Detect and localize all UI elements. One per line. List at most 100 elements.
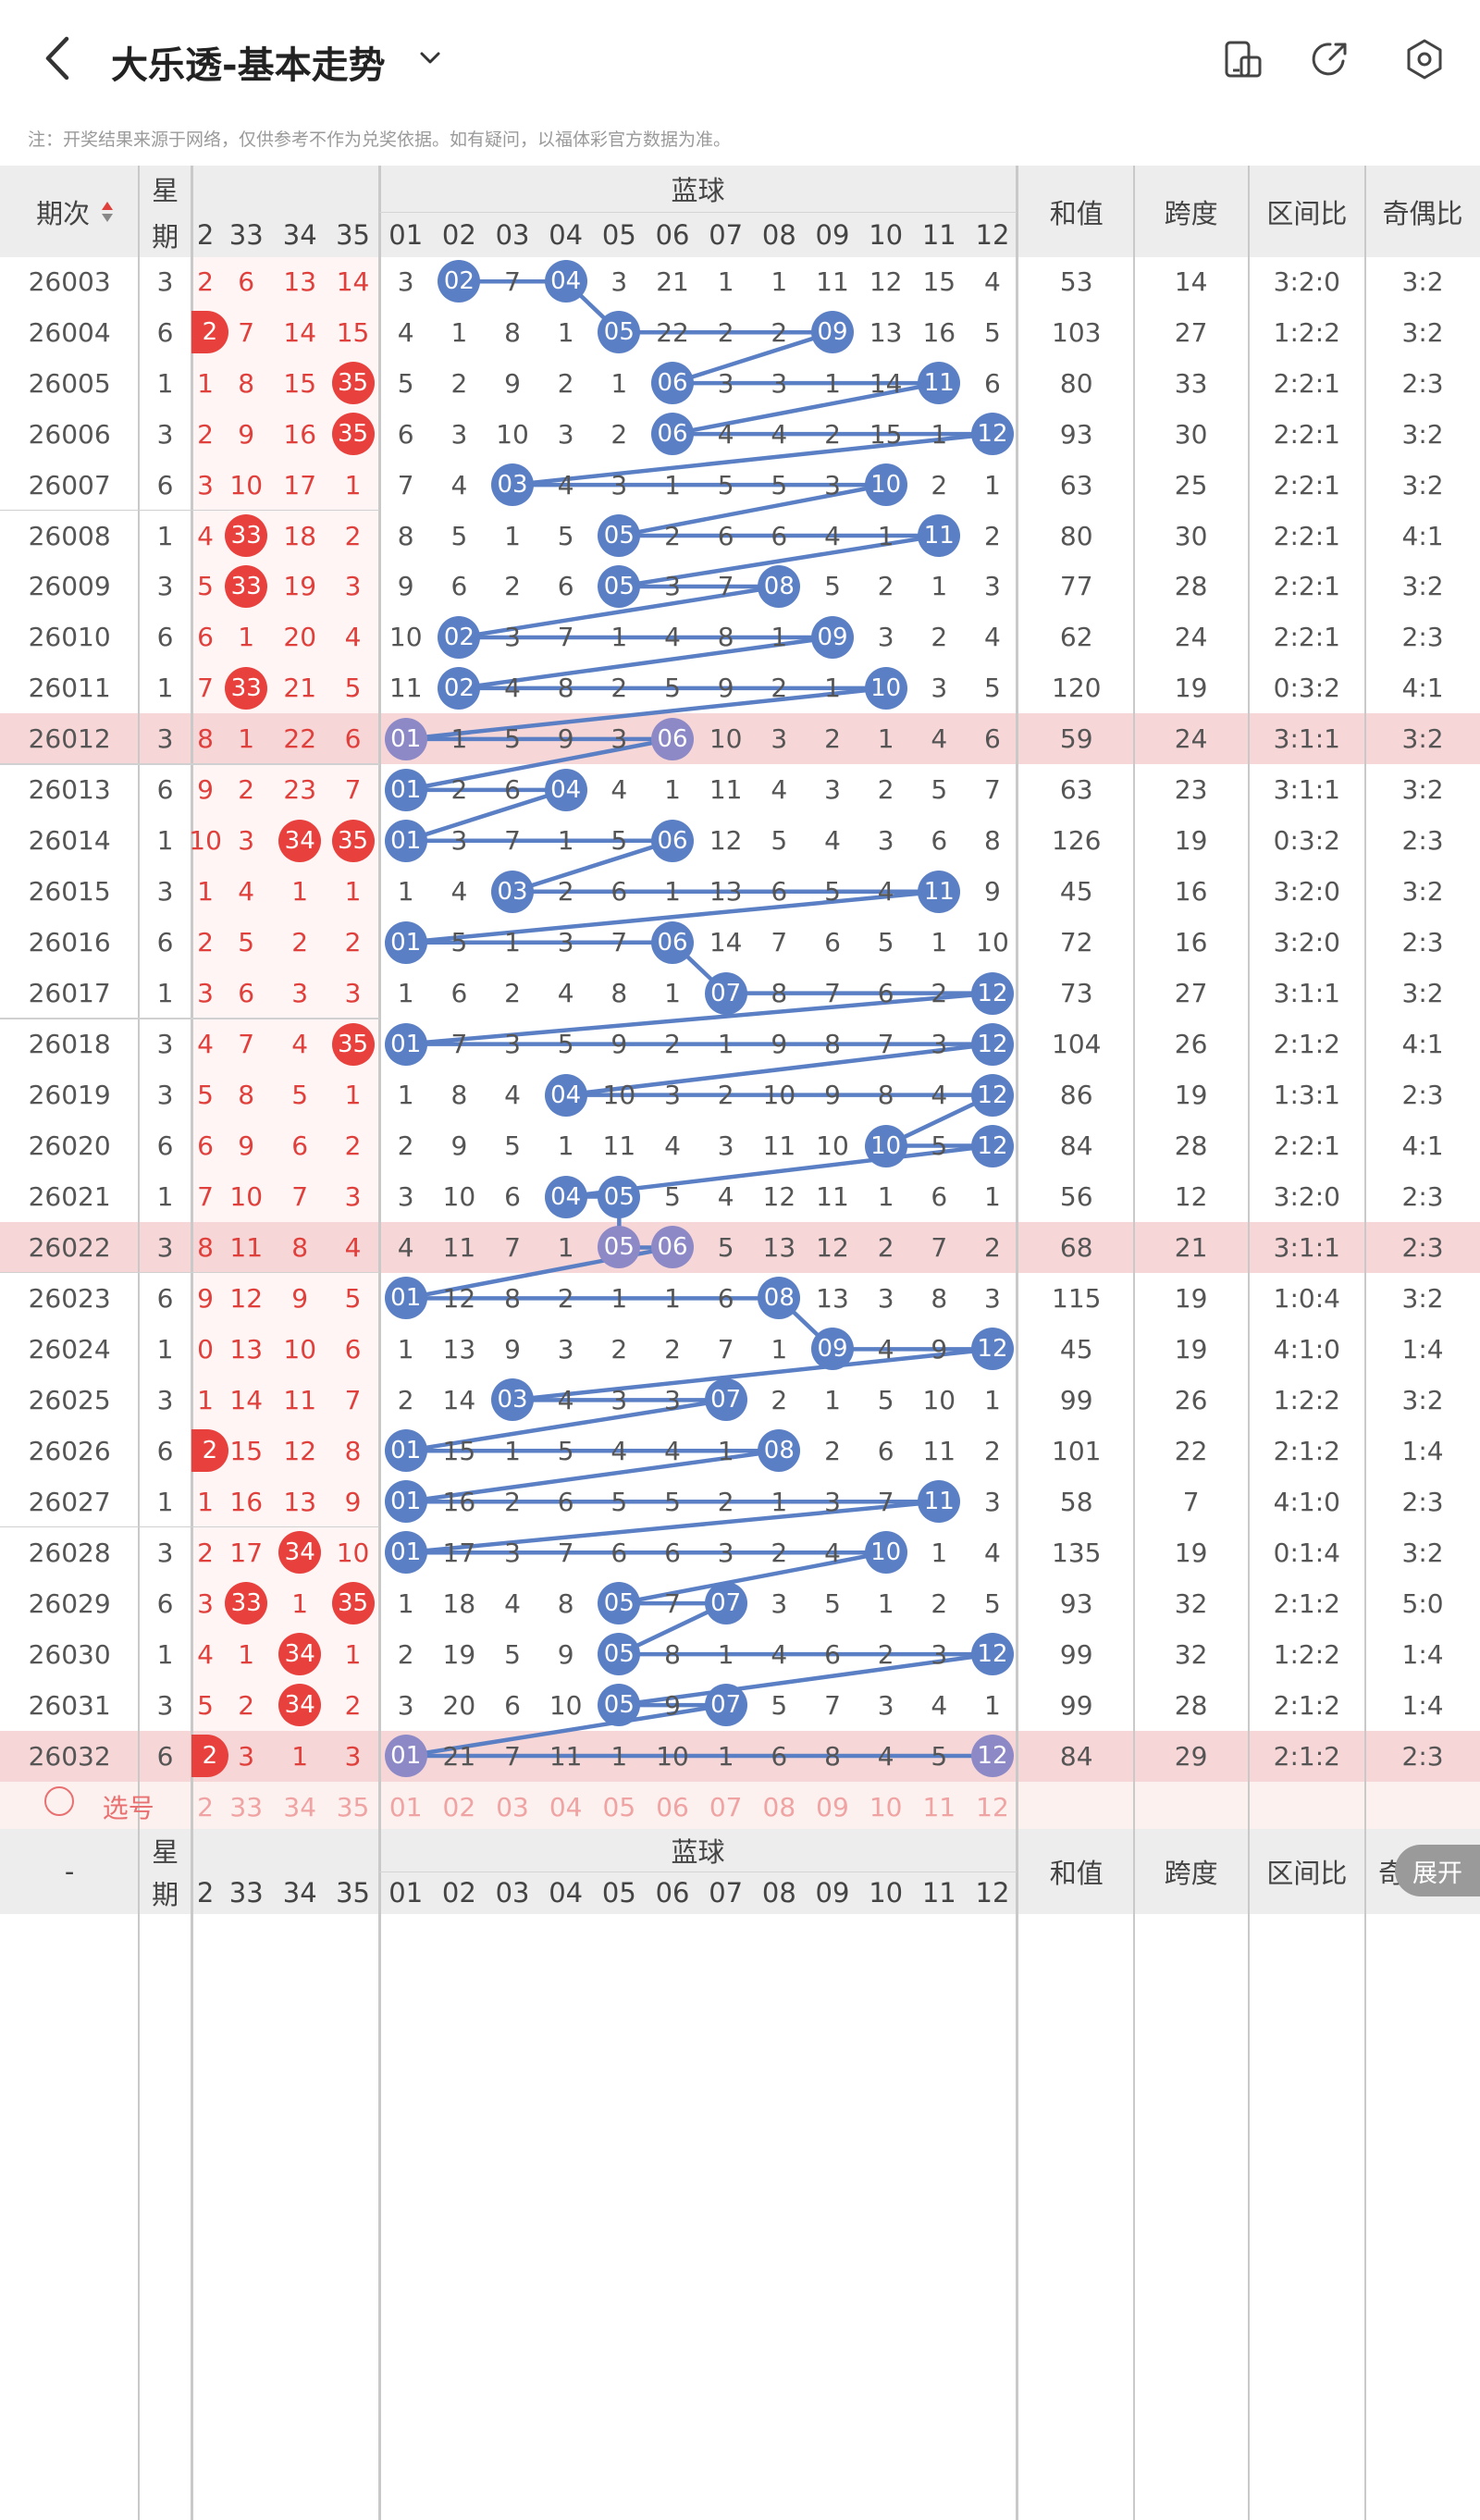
select-label[interactable]: 选号 — [102, 1793, 154, 1823]
front-cell: 4 — [197, 1029, 214, 1060]
blue-miss-cell: 1 — [771, 1486, 788, 1517]
select-blue-col[interactable]: 06 — [656, 1791, 689, 1822]
chevron-down-icon[interactable] — [414, 43, 446, 74]
zone-ratio-cell: 2:2:1 — [1273, 571, 1340, 602]
blue-miss-cell: 2 — [877, 1638, 894, 1670]
front-cell: 15 — [283, 367, 317, 399]
select-blue-col[interactable]: 04 — [549, 1791, 583, 1822]
select-front-col[interactable]: 33 — [229, 1791, 264, 1822]
blue-miss-cell: 7 — [717, 1333, 734, 1365]
blue-hit-ball: 10 — [864, 1124, 907, 1167]
blue-col-header: 06 — [655, 218, 690, 251]
blue-miss-cell: 4 — [824, 1537, 841, 1568]
select-radio-icon[interactable] — [44, 1786, 74, 1816]
blue-miss-cell: 3 — [877, 1282, 894, 1314]
week-cell: 1 — [156, 1180, 174, 1212]
front-cell: 1 — [238, 622, 255, 653]
front-cell: 17 — [229, 1537, 264, 1568]
week-cell: 3 — [156, 1231, 174, 1263]
front-hit-ball: 2 — [191, 1735, 228, 1778]
blue-hit-ball: 01 — [384, 1531, 427, 1575]
span-cell: 33 — [1174, 367, 1208, 399]
select-blue-col[interactable]: 03 — [496, 1791, 529, 1822]
blue-miss-cell: 8 — [984, 825, 1001, 857]
issue-header[interactable]: 期次 — [36, 197, 91, 229]
share-icon[interactable] — [1308, 37, 1352, 81]
sort-icon[interactable] — [101, 198, 114, 226]
top-bar: 大乐透-基本走势 注：开奖结果来源于网络，仅供参考不作为兑奖依据。如有疑问，以福… — [0, 0, 1480, 150]
front-cell: 19 — [283, 571, 317, 602]
blue-miss-cell: 1 — [610, 1282, 628, 1314]
front-cell: 18 — [283, 520, 317, 551]
select-blue-col[interactable]: 05 — [602, 1791, 636, 1822]
blue-miss-cell: 21 — [656, 266, 689, 297]
select-front-col[interactable]: 34 — [283, 1791, 317, 1822]
zone-ratio-cell: 2:2:1 — [1273, 1130, 1340, 1162]
span-cell: 28 — [1174, 1689, 1208, 1721]
select-blue-col[interactable]: 01 — [388, 1791, 423, 1822]
front-cell: 17 — [283, 469, 317, 500]
back-chevron-icon[interactable] — [39, 33, 76, 83]
front-cell: 1 — [344, 876, 362, 908]
blue-hit-ball: 03 — [491, 463, 535, 507]
blue-miss-cell: 6 — [717, 520, 734, 551]
sum-cell: 93 — [1059, 418, 1093, 450]
front-hit-ball: 35 — [331, 362, 375, 405]
settings-icon[interactable] — [1402, 37, 1447, 81]
blue-miss-cell: 3 — [931, 1029, 948, 1060]
blue-miss-cell: 3 — [771, 367, 788, 399]
blue-miss-cell: 5 — [984, 316, 1001, 348]
blue-miss-cell: 1 — [771, 1333, 788, 1365]
blue-miss-cell: 7 — [450, 1029, 468, 1060]
blue-miss-cell: 2 — [504, 1486, 521, 1517]
blue-miss-cell: 5 — [717, 469, 734, 500]
blue-miss-cell: 2 — [557, 876, 574, 908]
blue-miss-cell: 2 — [557, 1282, 574, 1314]
issue-cell: 26008 — [28, 520, 111, 551]
select-blue-col[interactable]: 12 — [976, 1791, 1009, 1822]
blue-miss-cell: 7 — [824, 978, 841, 1009]
blue-miss-cell: 1 — [984, 1180, 1001, 1212]
blue-miss-cell: 1 — [664, 1282, 681, 1314]
blue-miss-cell: 21 — [442, 1740, 476, 1772]
select-blue-col[interactable]: 07 — [709, 1791, 743, 1822]
select-blue-col[interactable]: 09 — [816, 1791, 849, 1822]
odd-even-cell: 2:3 — [1401, 1740, 1444, 1772]
blue-miss-cell: 6 — [931, 1180, 948, 1212]
week-cell: 6 — [156, 1740, 174, 1772]
select-front-col[interactable]: 2 — [197, 1791, 214, 1822]
blue-miss-cell: 2 — [664, 1029, 681, 1060]
zone-ratio-cell: 3:2:0 — [1273, 266, 1340, 297]
select-blue-col[interactable]: 11 — [922, 1791, 956, 1822]
blue-col-header: 08 — [761, 218, 796, 251]
page-title[interactable]: 大乐透-基本走势 — [111, 44, 386, 87]
blue-miss-cell: 10 — [656, 1740, 689, 1772]
select-row-bg — [0, 1781, 1480, 1833]
blue-miss-cell: 14 — [709, 927, 743, 958]
span-cell: 19 — [1174, 1282, 1208, 1314]
odd-even-cell: 2:3 — [1401, 825, 1444, 857]
expand-button[interactable]: 展开 — [1395, 1845, 1480, 1896]
front-cell: 1 — [291, 1740, 309, 1772]
select-front-col[interactable]: 35 — [336, 1791, 370, 1822]
blue-miss-cell: 12 — [869, 266, 903, 297]
blue-miss-cell: 2 — [984, 1231, 1001, 1263]
odd-even-cell: 1:4 — [1401, 1638, 1444, 1670]
select-blue-col[interactable]: 08 — [762, 1791, 796, 1822]
blue-hit-ball: 06 — [651, 717, 695, 760]
blue-miss-cell: 5 — [931, 1740, 948, 1772]
zone-ratio-cell: 3:1:1 — [1273, 978, 1340, 1009]
select-blue-col[interactable]: 02 — [442, 1791, 476, 1822]
blue-miss-cell: 10 — [549, 1689, 583, 1721]
layout-toggle-icon[interactable] — [1221, 37, 1265, 81]
select-blue-col[interactable]: 10 — [869, 1791, 903, 1822]
blue-ball-header: 蓝球 — [671, 175, 725, 207]
blue-miss-cell: 3 — [610, 266, 628, 297]
span-header: 跨度 — [1164, 197, 1218, 229]
footer-front-col: 33 — [228, 1877, 264, 1909]
front-hit-ball: 33 — [225, 565, 268, 608]
zone-ratio-cell: 1:2:2 — [1273, 1384, 1340, 1415]
blue-miss-cell: 11 — [922, 1435, 956, 1466]
blue-miss-cell: 13 — [762, 1231, 796, 1263]
blue-miss-cell: 1 — [931, 418, 948, 450]
